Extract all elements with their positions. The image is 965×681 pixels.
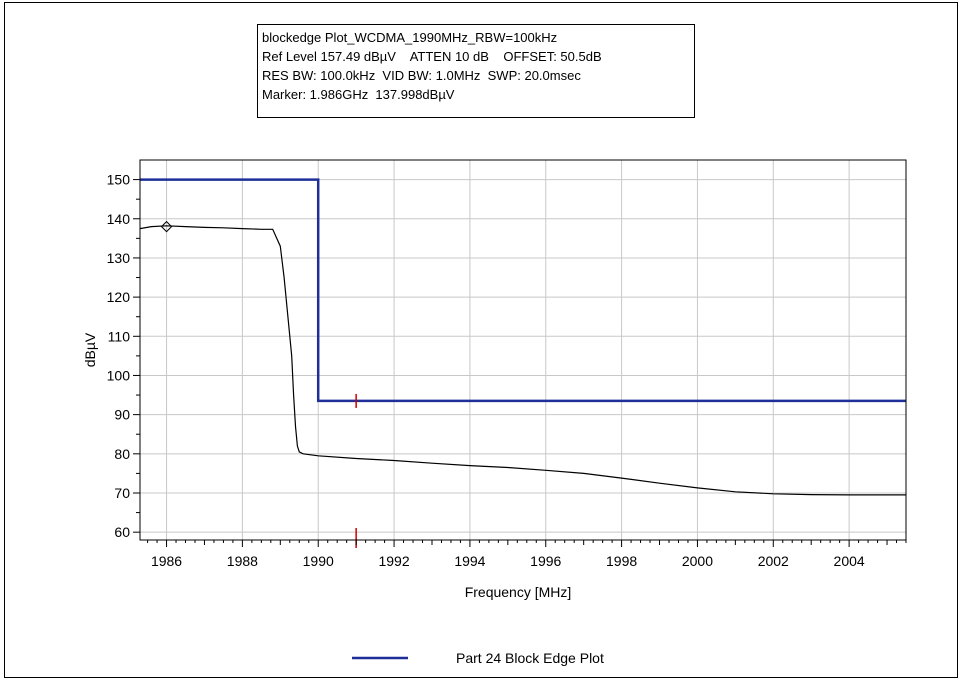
- y-tick-label: 90: [114, 407, 130, 423]
- marker-info: Marker: 1.986GHz 137.998dBµV: [262, 87, 455, 102]
- x-axis-label: Frequency [MHz]: [465, 584, 572, 600]
- x-tick-label: 1998: [606, 553, 637, 569]
- x-tick-label: 1992: [378, 553, 409, 569]
- plot-area: [140, 160, 906, 540]
- x-tick-label: 2000: [682, 553, 713, 569]
- plot-info-box: blockedge Plot_WCDMA_1990MHz_RBW=100kHz …: [257, 24, 695, 118]
- y-tick-label: 60: [114, 524, 130, 540]
- axis-layer: [133, 159, 907, 547]
- legend-layer: Part 24 Block Edge Plot: [352, 650, 604, 666]
- x-tick-label: 1994: [454, 553, 485, 569]
- plot-border: [139, 159, 907, 541]
- y-tick-label: 150: [107, 172, 131, 188]
- y-tick-label: 110: [108, 328, 131, 344]
- ref-level-info: Ref Level 157.49 dBµV ATTEN 10 dB OFFSET…: [262, 49, 602, 64]
- y-tick-label: 130: [107, 250, 131, 266]
- limit-line: [140, 178, 906, 403]
- x-tick-label: 1996: [530, 553, 561, 569]
- x-tick-label: 2002: [758, 553, 789, 569]
- legend-label: Part 24 Block Edge Plot: [456, 650, 604, 666]
- bandwidth-info: RES BW: 100.0kHz VID BW: 1.0MHz SWP: 20.…: [262, 68, 581, 83]
- plot-title: blockedge Plot_WCDMA_1990MHz_RBW=100kHz: [262, 30, 558, 45]
- x-tick-label: 2004: [834, 553, 865, 569]
- series-layer: [139, 178, 906, 496]
- y-tick-label: 80: [114, 446, 130, 462]
- marker-diamond: [160, 220, 173, 233]
- y-tick-label: 140: [107, 211, 131, 227]
- x-tick-label: 1988: [227, 553, 258, 569]
- x-tick-label: 1986: [151, 553, 182, 569]
- x-tick-label: 1990: [303, 553, 334, 569]
- y-tick-label: 70: [114, 485, 130, 501]
- y-tick-label: 120: [107, 289, 131, 305]
- y-tick-label: 100: [107, 367, 131, 383]
- measured-trace: [139, 225, 906, 496]
- label-layer: 1986 1988 1990 1992 1994 1996 1998 2000 2002 2004…: [82, 172, 865, 600]
- grid-layer: [140, 160, 906, 540]
- y-axis-label: dBµV: [82, 332, 98, 367]
